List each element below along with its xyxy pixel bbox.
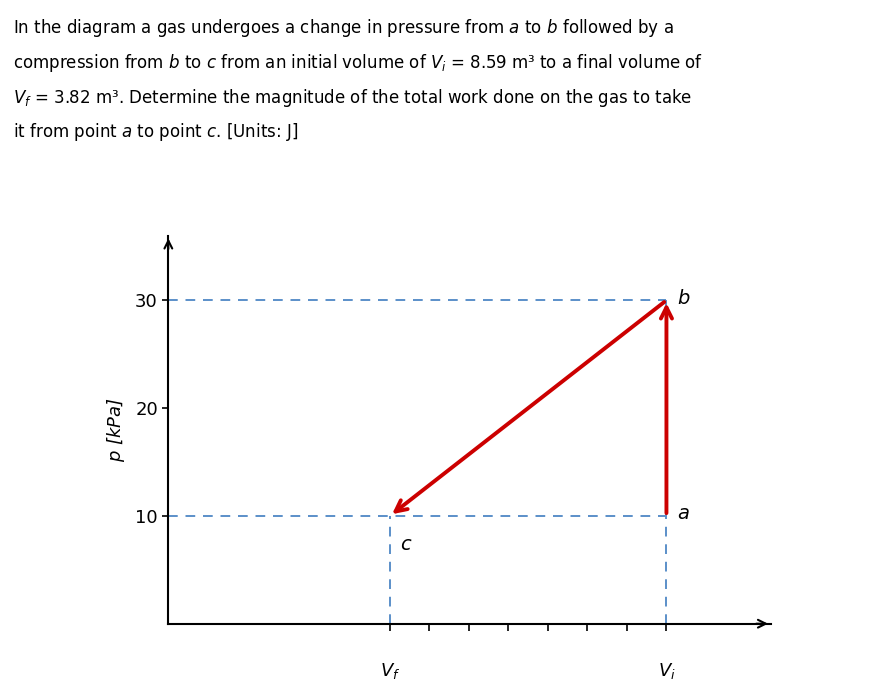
Text: $c$: $c$: [400, 535, 413, 554]
Text: $V_f$: $V_f$: [380, 661, 400, 681]
Text: In the diagram a gas undergoes a change in pressure from $a$ to $b$ followed by : In the diagram a gas undergoes a change …: [13, 17, 674, 40]
Text: $a$: $a$: [677, 505, 689, 523]
Text: $V_i$: $V_i$: [657, 661, 675, 681]
Y-axis label: $p$ [kPa]: $p$ [kPa]: [105, 397, 127, 462]
Text: $b$: $b$: [677, 289, 690, 308]
Text: $V_f$ = 3.82 m³. Determine the magnitude of the total work done on the gas to ta: $V_f$ = 3.82 m³. Determine the magnitude…: [13, 87, 693, 109]
Text: it from point $a$ to point $c$. [Units: J]: it from point $a$ to point $c$. [Units: …: [13, 121, 299, 143]
Text: compression from $b$ to $c$ from an initial volume of $V_i$ = 8.59 m³ to a final: compression from $b$ to $c$ from an init…: [13, 52, 703, 74]
